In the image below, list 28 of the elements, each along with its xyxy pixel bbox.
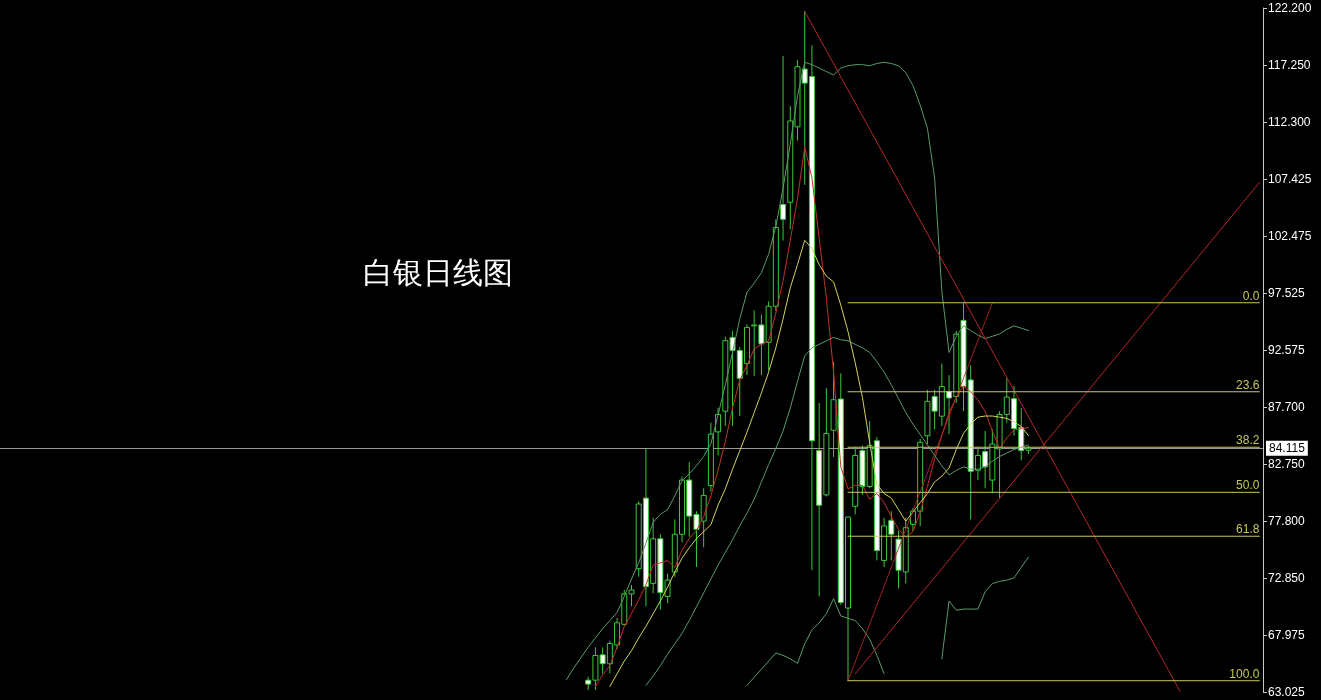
y-tick-label: 117.250 — [1268, 58, 1311, 73]
series-label: 0.0 — [1242, 288, 1260, 303]
line-series — [594, 146, 1029, 688]
text: 白银日线图 — [363, 254, 513, 290]
line-series — [746, 598, 885, 686]
series-label: 23.6 — [1236, 377, 1260, 392]
candlestick — [780, 55, 787, 242]
ref-line-label: 84.115 — [1269, 441, 1306, 456]
line-series — [941, 556, 1029, 660]
y-tick-label: 92.575 — [1268, 343, 1306, 358]
series-label: 50.0 — [1236, 478, 1260, 493]
y-tick-label: 67.975 — [1268, 627, 1306, 642]
line-series — [645, 336, 1029, 686]
y-tick-label: 112.300 — [1268, 115, 1311, 130]
line-series — [566, 61, 1029, 681]
y-tick-label: 122.200 — [1268, 1, 1312, 15]
y-tick-label: 63.025 — [1268, 685, 1306, 699]
y-tick-label: 82.750 — [1268, 457, 1306, 471]
y-tick-label: 72.850 — [1268, 571, 1306, 586]
candlestick — [707, 422, 714, 493]
y-tick-label: 97.525 — [1268, 286, 1306, 301]
y-tick-label: 87.700 — [1268, 399, 1306, 414]
series-label: 61.8 — [1236, 522, 1260, 537]
y-tick-label: 77.800 — [1268, 514, 1306, 529]
series-label: 38.2 — [1236, 433, 1260, 448]
series-label: 100.0 — [1229, 666, 1260, 681]
y-tick-label: 107.425 — [1268, 171, 1312, 186]
y-tick-label: 102.475 — [1268, 229, 1312, 243]
